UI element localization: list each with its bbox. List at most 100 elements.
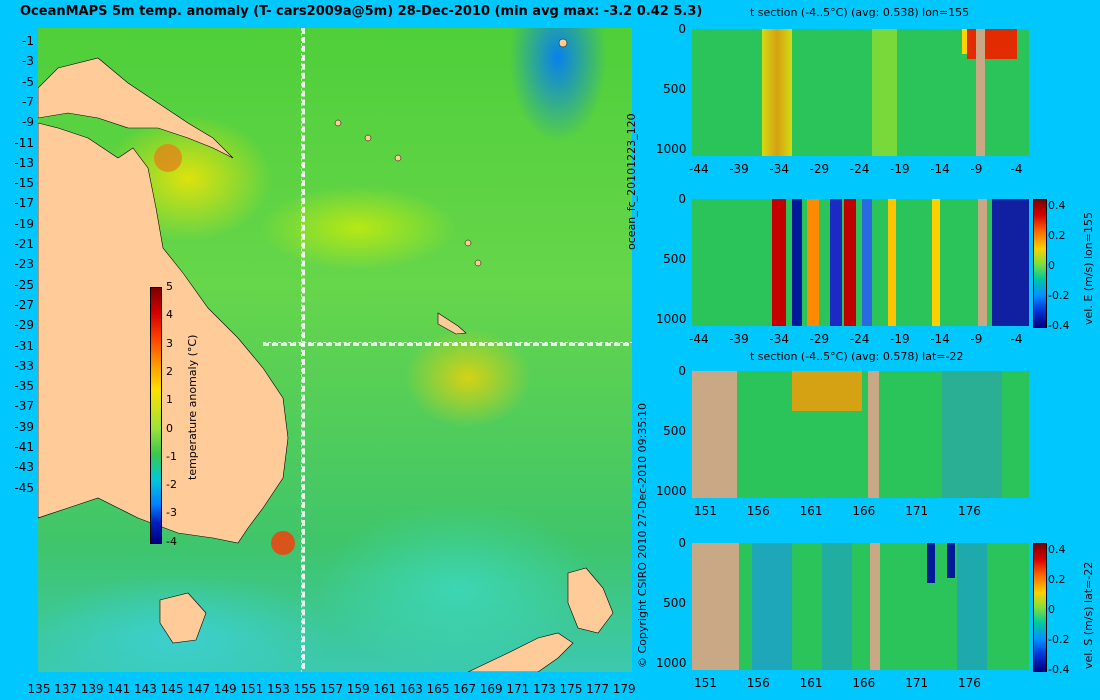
panel-1-x-tick: -34 bbox=[769, 162, 789, 176]
panel-2-colorbar-tick: 0 bbox=[1048, 259, 1055, 272]
figure-title: OceanMAPS 5m temp. anomaly (T- cars2009a… bbox=[20, 4, 703, 19]
panel-1-x-tick: -19 bbox=[890, 162, 910, 176]
panel-2-x-tick: -34 bbox=[769, 332, 789, 346]
panel-4-y-tick: 1000 bbox=[656, 656, 687, 670]
lon-tick: 169 bbox=[479, 682, 503, 696]
panel-2-x-tick: -44 bbox=[689, 332, 709, 346]
panel-1-y-tick: 0 bbox=[678, 22, 686, 36]
panel-2-colorbar bbox=[1033, 199, 1047, 328]
lat-tick: -37 bbox=[14, 399, 34, 414]
lat-tick: -33 bbox=[14, 358, 34, 373]
lat-tick: -27 bbox=[14, 297, 34, 312]
map-colorbar-tick: 4 bbox=[166, 308, 173, 322]
lon-tick: 179 bbox=[612, 682, 636, 696]
lat-tick: -11 bbox=[14, 135, 34, 150]
panel-2-colorbar-tick: 0.2 bbox=[1048, 229, 1066, 242]
panel-3-x-tick: 156 bbox=[746, 504, 770, 518]
lat-tick: -45 bbox=[14, 480, 34, 495]
lon-tick: 159 bbox=[346, 682, 370, 696]
lon-tick: 135 bbox=[27, 682, 51, 696]
panel-1-temp-section-lon bbox=[692, 29, 1029, 156]
panel-2-x-tick: -29 bbox=[809, 332, 830, 346]
lat-tick: -3 bbox=[22, 54, 34, 69]
panel-4-colorbar-tick: -0.2 bbox=[1048, 633, 1070, 646]
panel-2-y-tick: 500 bbox=[663, 252, 686, 266]
panel-2-x-tick: -9 bbox=[970, 332, 983, 346]
panel-3-x-tick: 176 bbox=[958, 504, 981, 518]
panel-3-x-tick: 161 bbox=[799, 504, 823, 518]
panel-1-title: t section (-4..5°C) (avg: 0.538) lon=155 bbox=[750, 6, 970, 19]
map-colorbar-tick: -1 bbox=[166, 449, 177, 463]
lon-tick: 161 bbox=[373, 682, 397, 696]
map-colorbar bbox=[150, 287, 162, 544]
panel-3-x-tick: 171 bbox=[905, 504, 929, 518]
map-colorbar-tick: -4 bbox=[166, 534, 177, 548]
lat-tick: -31 bbox=[14, 338, 34, 353]
panel-1-x-tick: -24 bbox=[849, 162, 870, 176]
lon-tick: 147 bbox=[187, 682, 211, 696]
lat-tick: -19 bbox=[14, 216, 34, 231]
panel-4-colorbar-tick: 0.4 bbox=[1048, 543, 1066, 556]
panel-1-x-tick: -4 bbox=[1010, 162, 1023, 176]
panel-4-colorbar-tick: 0.2 bbox=[1048, 573, 1066, 586]
lon-tick: 143 bbox=[133, 682, 157, 696]
panel-4-vel-south-lat bbox=[692, 543, 1029, 670]
panel-4-colorbar bbox=[1033, 543, 1047, 672]
lat-tick: -41 bbox=[14, 440, 34, 454]
panel-4-colorbar-label: vel. S (m/s) lat=-22 bbox=[1082, 561, 1095, 669]
lat-tick: -9 bbox=[22, 115, 34, 130]
lon-tick: 141 bbox=[107, 682, 131, 696]
map-colorbar-tick: 2 bbox=[166, 364, 173, 378]
panel-4-x-tick: 151 bbox=[694, 676, 717, 690]
lat-tick: -23 bbox=[14, 257, 34, 272]
panel-4-x-tick: 166 bbox=[852, 676, 876, 690]
lon-tick: 137 bbox=[54, 682, 78, 696]
panel-3-y-tick: 0 bbox=[678, 364, 686, 378]
lon-tick: 167 bbox=[453, 682, 477, 696]
temperature-anomaly-map bbox=[38, 28, 632, 672]
lat-section-line bbox=[263, 342, 632, 346]
map-colorbar-tick: 3 bbox=[166, 336, 173, 350]
panel-2-colorbar-tick: -0.2 bbox=[1048, 289, 1070, 302]
panel-4-colorbar-tick: 0 bbox=[1048, 603, 1055, 616]
panel-3-temp-section-lat bbox=[692, 371, 1029, 498]
panel-1-x-tick: -44 bbox=[689, 162, 709, 176]
lon-tick: 155 bbox=[293, 682, 317, 696]
panel-2-y-tick: 0 bbox=[678, 192, 686, 206]
panel-3-x-tick: 166 bbox=[852, 504, 876, 518]
map-colorbar-tick: -3 bbox=[166, 506, 177, 520]
lon-tick: 173 bbox=[532, 682, 556, 696]
panel-4-x-tick: 171 bbox=[905, 676, 929, 690]
panel-3-x-tick: 151 bbox=[694, 504, 717, 518]
panel-2-x-tick: -24 bbox=[849, 332, 870, 346]
lat-tick: -39 bbox=[14, 419, 34, 434]
run-label: ocean_fc_20101223_120 bbox=[625, 113, 638, 250]
panel-2-x-tick: -14 bbox=[930, 332, 950, 346]
lon-tick: 177 bbox=[586, 682, 610, 696]
panel-2-x-tick: -39 bbox=[729, 332, 749, 346]
lat-tick: -21 bbox=[14, 237, 34, 251]
lat-tick: -13 bbox=[14, 155, 34, 170]
lon-section-line bbox=[301, 28, 305, 672]
panel-2-colorbar-label: vel. E (m/s) lon=155 bbox=[1082, 212, 1095, 325]
map-colorbar-tick: -2 bbox=[166, 478, 177, 492]
copyright-label: © Copyright CSIRO 2010 27-Dec-2010 09:35… bbox=[636, 402, 649, 668]
lat-tick: -29 bbox=[14, 318, 34, 333]
lon-tick: 151 bbox=[240, 682, 264, 696]
lon-tick: 163 bbox=[399, 682, 423, 696]
lon-tick: 171 bbox=[506, 682, 530, 696]
panel-1-y-tick: 500 bbox=[663, 82, 686, 96]
lat-tick: -43 bbox=[14, 460, 34, 475]
map-colorbar-label: temperature anomaly (°C) bbox=[186, 334, 199, 480]
land-masses bbox=[38, 38, 614, 672]
lon-tick: 153 bbox=[266, 682, 290, 696]
lat-tick: -17 bbox=[14, 196, 34, 211]
panel-2-colorbar-tick: 0.4 bbox=[1048, 199, 1066, 212]
panel-4-x-tick: 161 bbox=[799, 676, 823, 690]
lat-tick: -5 bbox=[22, 74, 34, 89]
panel-4-colorbar-tick: -0.4 bbox=[1048, 663, 1070, 676]
panel-2-x-tick: -4 bbox=[1010, 332, 1023, 346]
lon-tick: 149 bbox=[213, 682, 237, 696]
panel-3-y-tick: 1000 bbox=[656, 484, 687, 498]
